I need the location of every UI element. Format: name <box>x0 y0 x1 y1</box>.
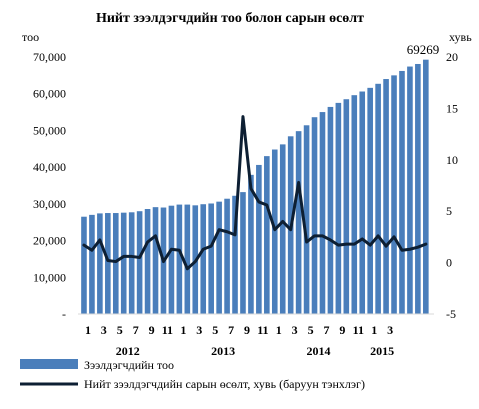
left-tick-label: 40,000 <box>33 160 66 174</box>
bar <box>415 63 421 315</box>
right-axis-ticks: -5 0 5 10 15 20 <box>446 50 458 321</box>
year-label: 2014 <box>307 344 331 358</box>
left-axis-label: тоо <box>22 30 39 44</box>
x-tick-label: 1 <box>85 323 91 337</box>
bar <box>136 211 143 314</box>
x-tick-label: 7 <box>324 323 330 337</box>
bar <box>303 125 310 314</box>
bar <box>375 83 381 314</box>
bar <box>128 212 135 314</box>
bar <box>216 201 222 314</box>
x-tick-label: 3 <box>196 323 202 337</box>
right-tick-label: 5 <box>446 204 452 218</box>
bar <box>399 70 405 314</box>
bar <box>343 99 350 314</box>
bar <box>240 192 246 314</box>
x-tick-label: 7 <box>133 323 139 337</box>
x-tick-label: 7 <box>228 323 234 337</box>
bar <box>184 204 191 314</box>
bar <box>335 102 342 314</box>
left-tick-label: 10,000 <box>33 270 66 284</box>
bar <box>248 174 254 314</box>
right-tick-label: 20 <box>446 50 458 64</box>
right-tick-label: 10 <box>446 153 458 167</box>
legend-label-line: Нийт зээлдэгчдийн сарын өсөлт, хувь (бар… <box>84 377 365 391</box>
right-tick-label: 0 <box>446 256 452 270</box>
x-tick-label: 9 <box>149 323 155 337</box>
left-tick-label: 30,000 <box>33 197 66 211</box>
x-axis-ticks: 1 3 5 7 9 11 1 3 5 7 9 11 1 3 5 7 9 11 1 3 <box>85 323 393 337</box>
bar <box>423 59 429 315</box>
bar <box>112 213 119 314</box>
bar <box>319 112 326 314</box>
chart-title: Нийт зээлдэгчдийн тоо болон сарын өсөлт <box>96 11 364 26</box>
x-tick-label: 5 <box>212 323 218 337</box>
x-tick-label: 5 <box>117 323 123 337</box>
bar <box>279 144 286 314</box>
left-tick-label: 60,000 <box>33 87 66 101</box>
year-labels: 2012 2013 2014 2015 <box>116 344 394 358</box>
x-tick-label: 11 <box>162 323 173 337</box>
left-tick-label: 20,000 <box>33 234 66 248</box>
bar <box>208 203 214 314</box>
bar <box>311 117 318 315</box>
bar <box>232 195 238 314</box>
year-label: 2013 <box>211 344 235 358</box>
legend-label-bars: Зээлдэгчдийн тоо <box>84 358 174 372</box>
year-label: 2012 <box>116 344 140 358</box>
bar <box>200 204 207 314</box>
bar <box>407 66 413 314</box>
year-label: 2015 <box>370 344 394 358</box>
left-tick-label: 50,000 <box>33 123 66 137</box>
x-tick-label: 5 <box>308 323 314 337</box>
last-value-label: 69269 <box>407 42 440 57</box>
bar <box>120 212 127 314</box>
bar <box>81 216 87 314</box>
legend: Зээлдэгчдийн тоо Нийт зээлдэгчдийн сарын… <box>20 358 365 391</box>
left-axis-ticks: - 10,000 20,000 30,000 40,000 50,000 60,000 70,… <box>33 50 66 321</box>
x-tick-label: 1 <box>371 323 377 337</box>
x-tick-label: 1 <box>276 323 282 337</box>
bar <box>391 75 397 314</box>
bar <box>144 209 151 314</box>
x-tick-label: 11 <box>353 323 364 337</box>
bar <box>176 204 183 314</box>
x-tick-label: 3 <box>292 323 298 337</box>
bar <box>89 214 95 314</box>
growth-line <box>82 115 428 271</box>
left-tick-label: 70,000 <box>33 50 66 64</box>
bar <box>351 95 358 315</box>
x-tick-label: 9 <box>339 323 345 337</box>
x-tick-label: 3 <box>387 323 393 337</box>
bar <box>152 207 159 314</box>
x-tick-label: 11 <box>257 323 268 337</box>
legend-swatch-bars <box>20 359 78 369</box>
bar <box>383 79 389 314</box>
bar <box>264 156 270 314</box>
bar <box>367 87 373 314</box>
right-axis-label: хувь <box>449 30 472 44</box>
right-tick-label: 15 <box>446 101 458 115</box>
x-tick-label: 3 <box>101 323 107 337</box>
bar <box>295 131 302 314</box>
bar <box>224 198 230 314</box>
bar <box>359 91 366 314</box>
bar <box>256 164 262 314</box>
x-tick-label: 1 <box>180 323 186 337</box>
bar <box>327 106 334 315</box>
left-tick-label: - <box>62 307 66 321</box>
bar-series <box>81 59 429 315</box>
bar <box>97 213 103 314</box>
bar <box>105 213 111 314</box>
x-tick-label: 9 <box>244 323 250 337</box>
bar <box>271 149 278 314</box>
right-tick-label: -5 <box>446 307 456 321</box>
bar <box>168 205 175 314</box>
